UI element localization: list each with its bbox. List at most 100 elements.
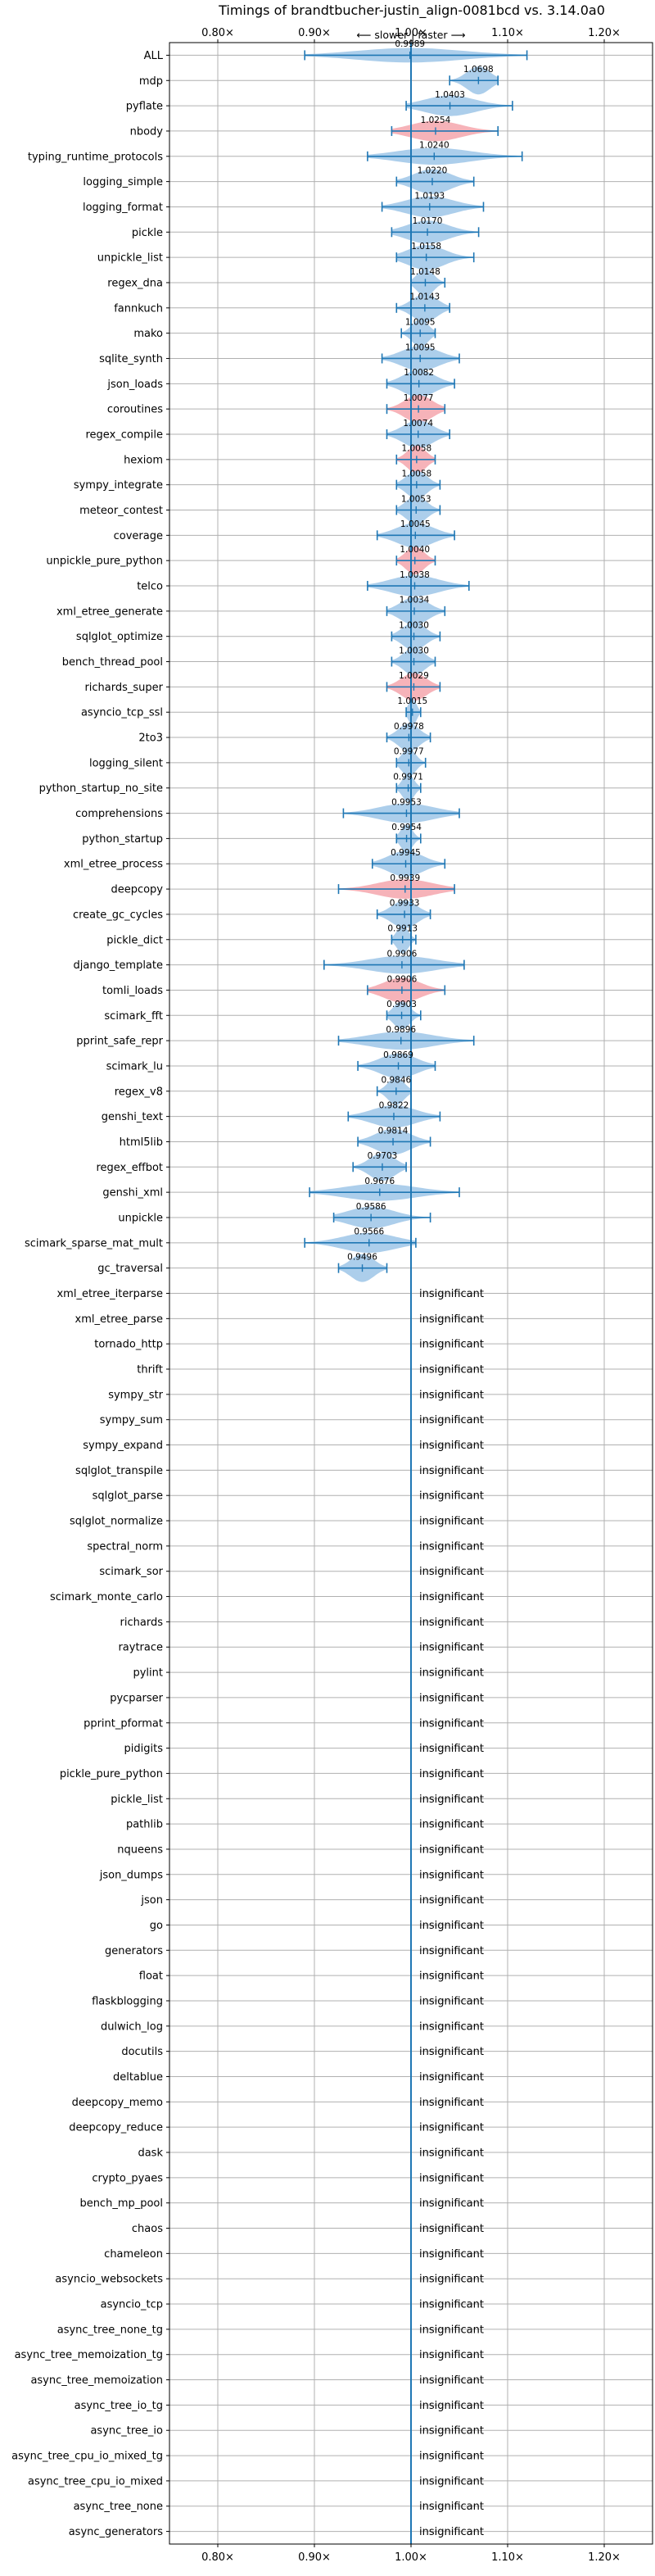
value-label: 0.9971 — [393, 773, 423, 782]
benchmark-label: async_tree_memoization_tg — [15, 2349, 163, 2361]
benchmark-label: unpickle — [118, 1212, 163, 1224]
benchmark-label: python_startup — [82, 833, 163, 846]
benchmark-label: async_tree_cpu_io_mixed — [28, 2475, 163, 2488]
insignificant-label: insignificant — [419, 1566, 484, 1578]
insignificant-label: insignificant — [419, 2122, 484, 2134]
benchmark-label: logging_silent — [89, 757, 163, 769]
benchmark-label: async_tree_io_tg — [75, 2400, 163, 2412]
x-tick-label-top: 0.90× — [298, 27, 331, 39]
benchmark-label: xml_etree_iterparse — [56, 1288, 163, 1300]
benchmark-label: hexiom — [124, 454, 163, 466]
value-label: 0.9906 — [387, 949, 418, 959]
insignificant-label: insignificant — [419, 1667, 484, 1680]
benchmark-label: unpickle_list — [97, 252, 163, 265]
benchmark-label: mdp — [139, 75, 163, 88]
x-tick-label-bottom: 0.80× — [201, 2551, 234, 2564]
benchmark-label: sympy_str — [108, 1389, 163, 1401]
x-tick-label-top: 1.10× — [491, 27, 524, 39]
value-label: 1.0015 — [397, 696, 427, 706]
value-label: 0.9822 — [379, 1100, 409, 1110]
insignificant-label: insignificant — [419, 2197, 484, 2210]
x-tick-label-bottom: 1.10× — [491, 2551, 524, 2564]
benchmark-label: ALL — [144, 50, 164, 62]
benchmark-label: deepcopy — [111, 884, 163, 896]
benchmark-label: meteor_contest — [79, 505, 163, 517]
value-label: 1.0698 — [463, 65, 494, 75]
x-tick-label-top: 1.20× — [588, 27, 621, 39]
benchmark-label: float — [139, 1971, 163, 1983]
insignificant-label: insignificant — [419, 1920, 484, 1932]
benchmark-label: create_gc_cycles — [73, 909, 163, 921]
benchmark-label: go — [150, 1920, 163, 1932]
benchmark-label: deltablue — [113, 2071, 163, 2084]
insignificant-label: insignificant — [419, 1945, 484, 1957]
insignificant-label: insignificant — [419, 1288, 484, 1300]
value-label: 0.9977 — [394, 747, 424, 757]
benchmark-label: pathlib — [126, 1819, 163, 1831]
insignificant-label: insignificant — [419, 1440, 484, 1452]
benchmark-label: deepcopy_memo — [72, 2097, 163, 2109]
benchmark-label: generators — [105, 1945, 163, 1957]
value-label: 1.0058 — [401, 444, 431, 454]
benchmark-label: mako — [133, 328, 163, 340]
benchmark-label: html5lib — [120, 1136, 163, 1149]
insignificant-label: insignificant — [419, 2299, 484, 2311]
benchmark-label: regex_compile — [85, 429, 163, 441]
benchmark-label: sqlite_synth — [99, 353, 163, 365]
benchmark-label: sqlglot_optimize — [76, 631, 163, 643]
value-label: 0.9906 — [387, 974, 418, 984]
benchmark-label: async_tree_none_tg — [57, 2324, 163, 2336]
value-label: 0.9939 — [390, 873, 420, 883]
value-label: 1.0095 — [405, 317, 436, 327]
value-label: 1.0074 — [403, 419, 433, 429]
direction-label: ⟵ slower | faster ⟶ — [357, 29, 466, 41]
benchmark-label: coroutines — [107, 404, 163, 416]
benchmark-label: chaos — [132, 2223, 163, 2235]
benchmark-label: pprint_safe_repr — [76, 1036, 163, 1048]
value-label: 1.0038 — [400, 570, 430, 580]
value-label: 1.0030 — [399, 646, 429, 655]
benchmark-label: coverage — [114, 530, 163, 542]
insignificant-label: insignificant — [419, 1995, 484, 2007]
benchmark-label: nqueens — [117, 1844, 163, 1856]
value-label: 1.0158 — [411, 242, 441, 252]
value-label: 1.0029 — [399, 671, 429, 681]
value-label: 1.0053 — [401, 494, 431, 504]
value-label: 0.9869 — [383, 1050, 413, 1060]
benchmark-label: sympy_expand — [83, 1440, 163, 1452]
benchmark-label: telco — [137, 581, 163, 593]
benchmark-label: pycparser — [110, 1692, 163, 1704]
benchmark-label: docutils — [121, 2046, 163, 2058]
value-label: 1.0143 — [409, 293, 440, 302]
x-tick-label-top: 0.80× — [201, 27, 234, 39]
x-tick-label-bottom: 0.90× — [298, 2551, 331, 2564]
benchmark-label: tomli_loads — [102, 985, 163, 997]
benchmark-label: asyncio_tcp — [101, 2299, 163, 2311]
benchmark-label: chameleon — [104, 2248, 163, 2261]
insignificant-label: insignificant — [419, 2071, 484, 2084]
value-label: 1.0240 — [419, 141, 449, 151]
benchmark-label: genshi_xml — [102, 1187, 163, 1200]
value-label: 0.9814 — [378, 1126, 409, 1136]
insignificant-label: insignificant — [419, 1894, 484, 1907]
benchmark-label: xml_etree_process — [64, 859, 163, 871]
benchmark-label: bench_mp_pool — [79, 2197, 163, 2210]
insignificant-label: insignificant — [419, 2501, 484, 2513]
benchmark-label: sqlglot_parse — [93, 1490, 163, 1503]
value-label: 0.9903 — [386, 1000, 417, 1009]
value-label: 1.0058 — [401, 469, 431, 478]
insignificant-label: insignificant — [419, 1819, 484, 1831]
insignificant-label: insignificant — [419, 1591, 484, 1603]
benchmark-label: raytrace — [118, 1642, 163, 1654]
benchmark-label: fannkuch — [114, 302, 163, 315]
benchmark-label: async_tree_none — [74, 2501, 163, 2513]
benchmark-label: scimark_sparse_mat_mult — [25, 1237, 163, 1249]
benchmark-label: thrift — [137, 1364, 163, 1376]
benchmark-label: json — [140, 1894, 163, 1907]
insignificant-label: insignificant — [419, 2147, 484, 2160]
labels-layer: 0.80× 0.80× 0.90× 0.90× 1.00× 1.00× 1.10× 1.10×… — [11, 27, 621, 2564]
insignificant-label: insignificant — [419, 2400, 484, 2412]
value-label: 1.0148 — [410, 267, 440, 277]
benchmark-label: logging_simple — [83, 176, 163, 188]
